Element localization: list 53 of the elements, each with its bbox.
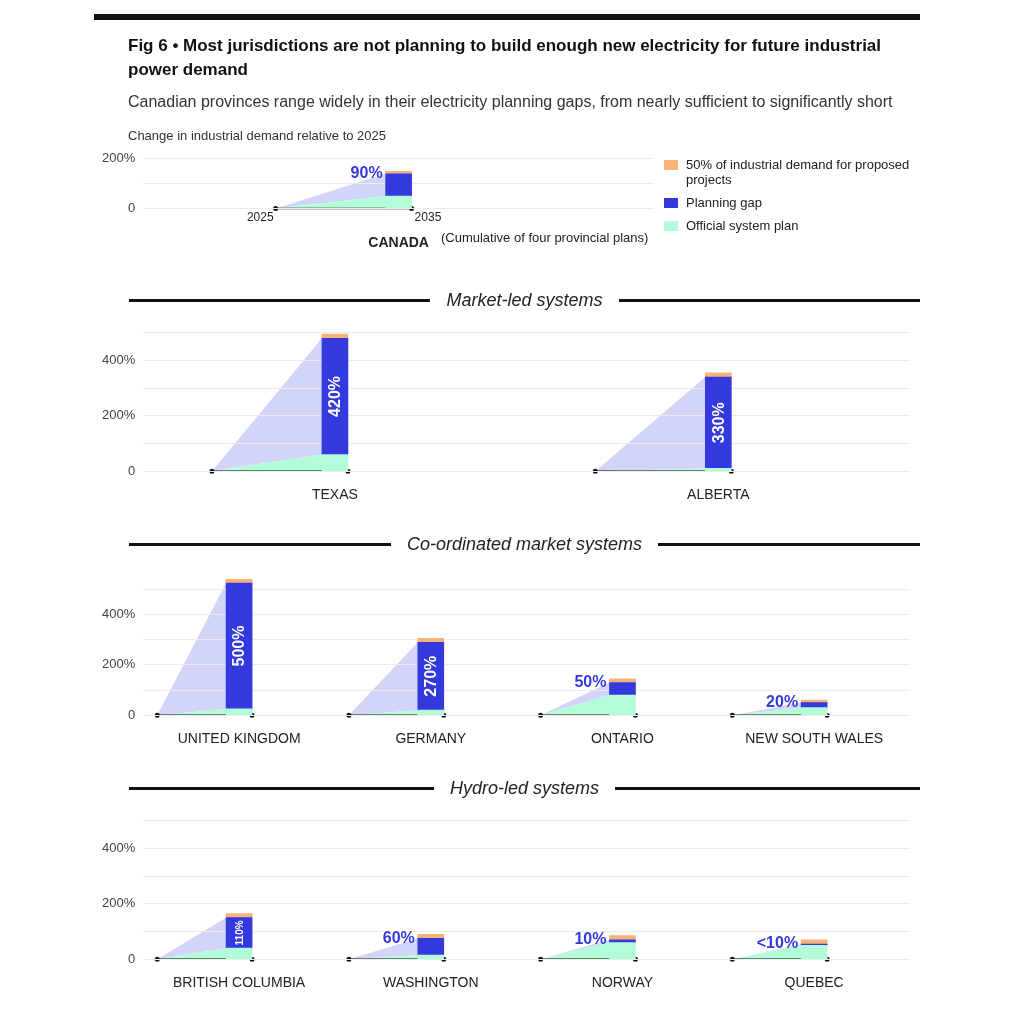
y-tick-label: 200% xyxy=(102,895,136,911)
x-tick-label: NEW SOUTH WALES xyxy=(745,730,884,747)
chart-title: Fig 6 • Most jurisdictions are not planning to build enough new electricity for future industrial power demand xyxy=(128,35,883,81)
chart-subtitle: Canadian provinces range widely in their electricity planning gaps, from nearly sufficient to significantly short xyxy=(128,92,894,112)
x-tick-label: QUEBEC xyxy=(784,974,844,991)
chart-title: Co-ordinated market systems xyxy=(405,534,644,555)
bar xyxy=(800,939,828,945)
data-label: 330% xyxy=(709,402,727,444)
x-tick-label: BRITISH COLUMBIA xyxy=(172,974,306,991)
bar xyxy=(704,468,732,472)
bar xyxy=(385,173,412,197)
legend-label: Planning gap xyxy=(686,195,762,210)
data-label: 10% xyxy=(574,930,607,948)
chart-title: Market-led systems xyxy=(445,290,604,311)
bar xyxy=(417,638,445,643)
y-tick-label: 200% xyxy=(102,150,136,166)
y-tick-label: 0 xyxy=(128,706,136,722)
data-label: 110% xyxy=(233,920,245,946)
text: (Cumulative of four provincial plans) xyxy=(440,229,649,245)
y-tick-label: 0 xyxy=(128,462,136,478)
data-label: 60% xyxy=(382,928,415,946)
x-tick-label: TEXAS xyxy=(311,486,358,503)
bar xyxy=(609,678,636,683)
y-tick-label: 200% xyxy=(102,407,136,423)
y-tick-label: 400% xyxy=(102,840,136,856)
bar xyxy=(321,454,349,472)
y-tick-label: 0 xyxy=(128,200,136,216)
text: 2035 xyxy=(414,209,442,224)
bar xyxy=(609,682,636,696)
x-tick-label: GERMANY xyxy=(395,730,467,747)
y-tick-label: 0 xyxy=(128,950,136,966)
y-tick-label: 400% xyxy=(102,352,136,368)
y-tick-label: 200% xyxy=(102,656,136,672)
chart-title: Hydro-led systems xyxy=(449,778,601,799)
y-axis-title: Change in industrial demand relative to 2025 xyxy=(128,128,387,143)
x-tick-label: ALBERTA xyxy=(687,486,751,503)
data-label: 50% xyxy=(574,672,607,690)
data-label: 500% xyxy=(230,625,248,667)
x-tick-label: UNITED KINGDOM xyxy=(177,730,301,747)
data-label: <10% xyxy=(756,934,799,952)
x-tick-label: NORWAY xyxy=(591,974,654,991)
text: 2025 xyxy=(246,209,274,224)
data-label: 90% xyxy=(350,164,383,182)
x-tick-label: WASHINGTON xyxy=(382,974,479,991)
data-label: 270% xyxy=(422,655,440,697)
data-label: 420% xyxy=(326,376,344,417)
y-tick-label: 400% xyxy=(102,606,136,622)
data-label: 20% xyxy=(766,693,799,711)
bar xyxy=(385,195,412,209)
legend-label: Official system plan xyxy=(686,218,799,233)
legend-label: 50% of industrial demand for proposed projects xyxy=(686,157,911,187)
x-tick-label: CANADA xyxy=(368,233,429,250)
x-tick-label: ONTARIO xyxy=(591,730,654,747)
